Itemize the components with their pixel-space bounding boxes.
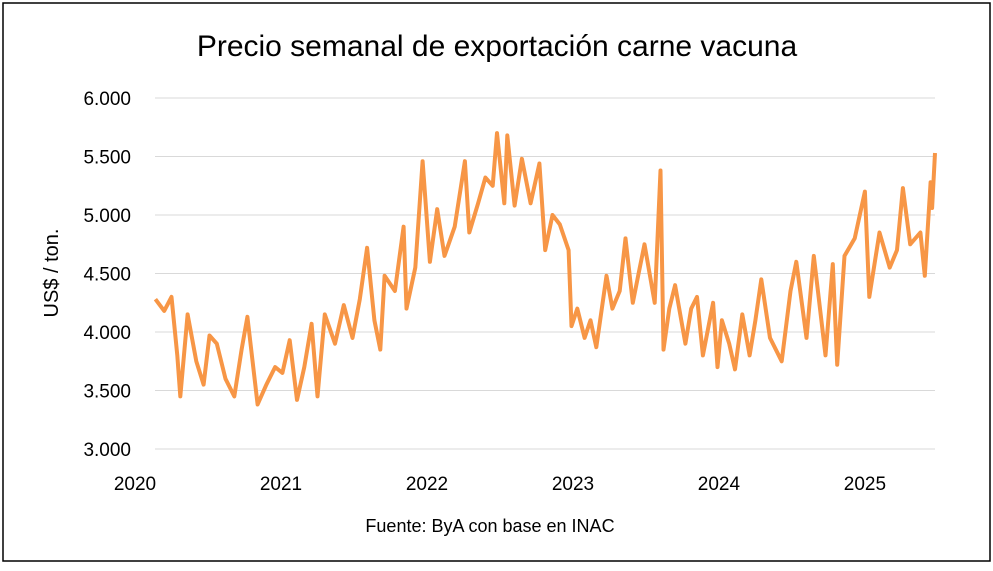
- source-note: Fuente: ByA con base en INAC: [365, 516, 614, 536]
- y-tick-label: 3.000: [83, 440, 131, 461]
- y-tick-label: 4.500: [83, 265, 131, 286]
- x-tick-label: 2020: [114, 474, 156, 495]
- chart-border: [2, 2, 991, 562]
- price-line: [153, 131, 937, 407]
- x-tick-label: 2025: [844, 474, 886, 495]
- x-tick-label: 2022: [406, 474, 448, 495]
- y-tick-label: 4.000: [83, 323, 131, 344]
- y-tick-label: 6.000: [83, 89, 131, 110]
- x-tick-label: 2023: [552, 474, 594, 495]
- x-tick-label: 2024: [698, 474, 741, 495]
- y-tick-label: 5.000: [83, 206, 131, 227]
- y-tick-label: 5.500: [83, 148, 131, 169]
- y-axis-label: US$ / ton.: [41, 229, 63, 318]
- y-tick-label: 3.500: [83, 382, 131, 403]
- chart-title: Precio semanal de exportación carne vacu…: [197, 30, 798, 63]
- x-tick-label: 2021: [260, 474, 302, 495]
